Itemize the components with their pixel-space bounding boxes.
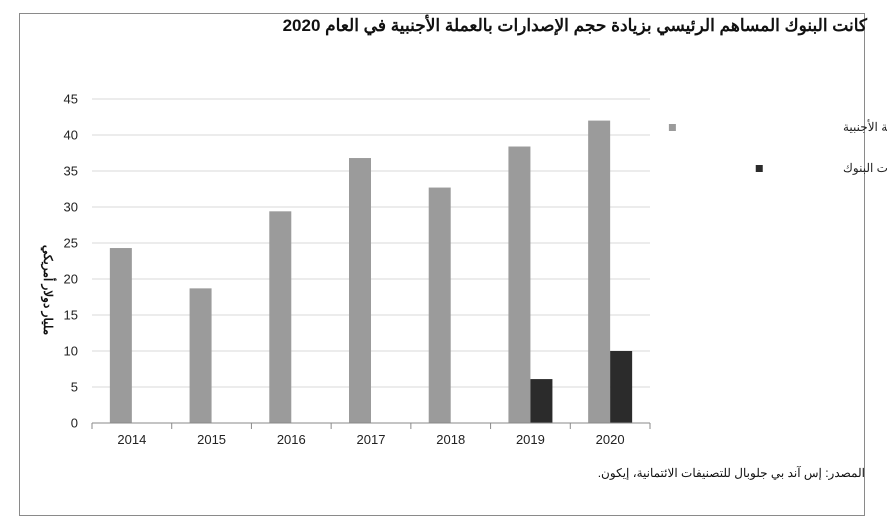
x-tick-label: 2016	[277, 432, 306, 447]
bars	[109, 120, 633, 424]
chart-source: المصدر: إس آند بي جلوبال للتصنيفات الائت…	[597, 466, 865, 480]
bar	[428, 187, 451, 423]
y-tick-label: 15	[64, 308, 78, 323]
bar	[610, 351, 633, 423]
bar	[109, 248, 132, 423]
y-tick-label: 20	[64, 272, 78, 287]
x-tick-label: 2018	[436, 432, 465, 447]
bar	[349, 158, 371, 424]
x-tick-label: 2017	[357, 432, 386, 447]
x-tick-label: 2020	[596, 432, 625, 447]
legend: إجمالي الإصدارات بالعملة الأجنبية إصدارات…	[668, 119, 887, 176]
x-tick-label: 2014	[117, 432, 146, 447]
bar	[189, 288, 212, 423]
x-tick-label: 2015	[197, 432, 226, 447]
bar	[508, 146, 531, 423]
y-tick-label: 10	[64, 344, 78, 359]
legend-label: إصدارات البنوك	[843, 161, 887, 176]
axes: 0 5 10 15 20 25 30 35 40 45 2014 2015 2016 2017 2018 20…	[64, 92, 651, 447]
legend-swatch	[755, 165, 763, 172]
y-tick-label: 30	[64, 200, 78, 215]
y-tick-label: 35	[64, 164, 78, 179]
y-tick-label: 40	[64, 128, 78, 143]
x-tick-label: 2019	[516, 432, 545, 447]
bar	[269, 211, 292, 423]
y-tick-label: 25	[64, 236, 78, 251]
bar	[588, 120, 611, 423]
legend-label: إجمالي الإصدارات بالعملة الأجنبية	[843, 119, 887, 135]
y-tick-label: 5	[71, 380, 78, 395]
y-tick-label: 45	[64, 92, 78, 107]
y-axis-label: مليار دولار أمريكي	[40, 245, 56, 335]
chart-title: كانت البنوك المساهم الرئيسي بزيادة حجم ا…	[282, 16, 867, 35]
bar	[530, 379, 553, 423]
legend-swatch	[668, 124, 676, 131]
y-tick-label: 0	[71, 416, 78, 431]
